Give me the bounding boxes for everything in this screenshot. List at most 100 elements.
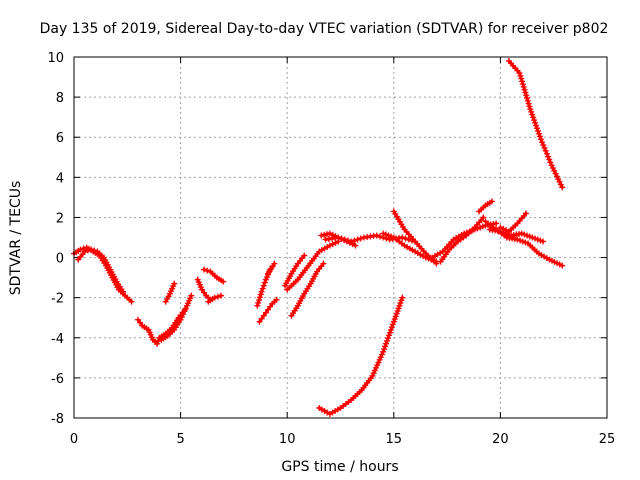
data-point	[259, 285, 266, 292]
data-point	[376, 356, 383, 363]
data-point	[373, 364, 380, 371]
data-point	[256, 318, 263, 325]
y-axis-title: SDTVAR / TECUs	[8, 181, 24, 296]
data-point	[326, 242, 333, 249]
data-point	[91, 247, 98, 254]
data-point	[387, 326, 394, 333]
data-point	[503, 227, 510, 234]
data-point	[534, 236, 541, 243]
data-point	[357, 235, 364, 242]
data-point	[385, 232, 392, 239]
data-point	[397, 300, 404, 307]
data-point	[214, 293, 221, 300]
data-point	[548, 162, 555, 169]
data-point	[531, 117, 538, 124]
data-point	[547, 159, 554, 166]
series-arc	[288, 260, 327, 319]
data-point	[370, 370, 377, 377]
data-point	[262, 309, 269, 316]
grid-lines	[74, 57, 607, 418]
data-point	[384, 337, 391, 344]
data-point	[527, 106, 534, 113]
data-point	[516, 70, 523, 77]
data-point	[559, 184, 566, 191]
series-arc	[429, 220, 500, 261]
series-arc	[497, 210, 529, 235]
data-point	[519, 81, 526, 88]
data-point	[265, 306, 272, 313]
data-point	[539, 139, 546, 146]
series-arc	[71, 244, 135, 305]
series-arc	[201, 266, 227, 285]
data-point	[542, 147, 549, 154]
data-point	[352, 242, 359, 249]
y-axis-ticks: -8 -6 -4 -2 0 2 4 6 8 10	[47, 51, 607, 427]
y-tick-label: 0	[56, 252, 64, 267]
data-point	[517, 237, 524, 244]
data-point	[329, 241, 336, 248]
data-point	[541, 144, 548, 151]
series-arc	[75, 246, 127, 295]
data-point	[134, 316, 141, 323]
data-point	[332, 233, 339, 240]
y-tick-label: 4	[56, 171, 64, 186]
series-arc	[482, 218, 566, 269]
data-point	[351, 237, 358, 244]
data-point	[540, 238, 547, 245]
data-point	[380, 230, 387, 237]
data-point	[204, 267, 211, 274]
x-tick-label: 0	[70, 432, 78, 447]
data-point	[535, 128, 542, 135]
data-point	[385, 332, 392, 339]
data-point	[525, 100, 532, 107]
data-point	[398, 297, 405, 304]
data-point	[537, 136, 544, 143]
x-tick-label: 10	[279, 432, 296, 447]
y-tick-label: -2	[51, 292, 64, 307]
data-point	[256, 297, 263, 304]
data-point	[493, 220, 500, 227]
data-point	[198, 286, 205, 293]
series-arc	[254, 260, 278, 309]
data-point	[497, 224, 504, 231]
data-point	[382, 343, 389, 350]
data-series	[71, 58, 566, 417]
data-point	[517, 72, 524, 79]
data-point	[522, 210, 529, 217]
data-point	[380, 348, 387, 355]
data-point	[399, 234, 406, 241]
data-point	[388, 233, 395, 240]
data-point	[318, 232, 325, 239]
data-point	[399, 294, 406, 301]
data-point	[391, 316, 398, 323]
data-point	[349, 241, 356, 248]
data-point	[371, 367, 378, 374]
data-point	[389, 321, 396, 328]
data-point	[384, 335, 391, 342]
data-point	[137, 319, 144, 326]
data-point	[549, 165, 556, 172]
series-line	[317, 296, 404, 416]
data-point	[395, 305, 402, 312]
data-point	[528, 108, 535, 115]
data-point	[523, 92, 530, 99]
data-point	[376, 233, 383, 240]
data-point	[520, 83, 527, 90]
data-point	[218, 292, 225, 299]
data-point	[551, 167, 558, 174]
data-point	[335, 234, 342, 241]
series-arc	[256, 296, 280, 325]
data-point	[519, 78, 526, 85]
data-point	[273, 296, 280, 303]
series-arc	[476, 198, 495, 215]
data-point	[258, 315, 265, 322]
data-point	[265, 270, 272, 277]
data-point	[329, 231, 336, 238]
data-point	[386, 329, 393, 336]
data-point	[326, 230, 333, 237]
data-point	[383, 340, 390, 347]
plot-frame	[73, 56, 608, 419]
data-point	[552, 170, 559, 177]
data-point	[388, 324, 395, 331]
